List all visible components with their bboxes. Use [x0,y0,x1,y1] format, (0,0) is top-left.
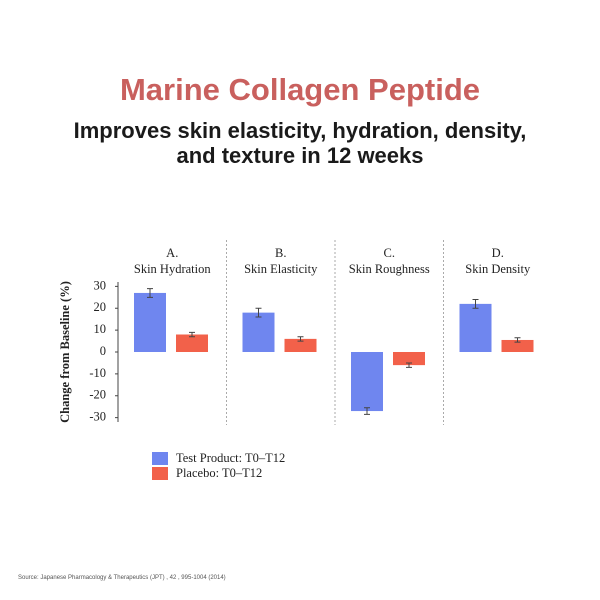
subtitle: Improves skin elasticity, hydration, den… [73,118,527,168]
bar [176,334,208,352]
x-tick-label: Skin Density [465,262,531,276]
bar [351,352,383,412]
bar [134,292,166,352]
panel-letter: C. [384,246,395,260]
title: Marine Collagen Peptide [119,72,480,107]
source: Source: Japanese Pharmacology & Therapeu… [18,575,226,581]
error-bar [297,336,304,342]
bar [459,303,492,352]
error-bar [255,307,262,318]
bar [501,339,534,352]
y-tick-label: -30 [89,410,106,424]
y-tick-label: 20 [94,300,107,314]
panel-letter: D. [492,246,504,260]
error-bar [472,299,479,309]
y-tick-label: -10 [89,366,106,380]
x-tick-label: Skin Elasticity [244,262,318,276]
error-bar [364,407,370,415]
legend-swatch [152,467,168,480]
y-tick-label: 10 [94,322,107,336]
legend-swatch [152,452,168,465]
bar [284,338,317,352]
error-bar [147,288,153,298]
error-bar [189,331,195,338]
y-axis-label: Change from Baseline (%) [58,281,72,423]
bar [242,312,275,352]
legend-label: Test Product: T0–T12 [176,451,285,465]
y-tick-label: 0 [100,344,106,358]
y-tick-label: -20 [89,388,106,402]
y-tick-label: 30 [94,278,107,292]
error-bar [406,362,412,368]
x-tick-label: Skin Roughness [349,262,430,276]
panel-letter: B. [275,246,286,260]
bar [393,352,425,366]
x-tick-label: Skin Hydration [134,262,211,276]
legend-label: Placebo: T0–T12 [176,466,262,480]
panel-letter: A. [166,246,178,260]
error-bar [514,337,521,343]
